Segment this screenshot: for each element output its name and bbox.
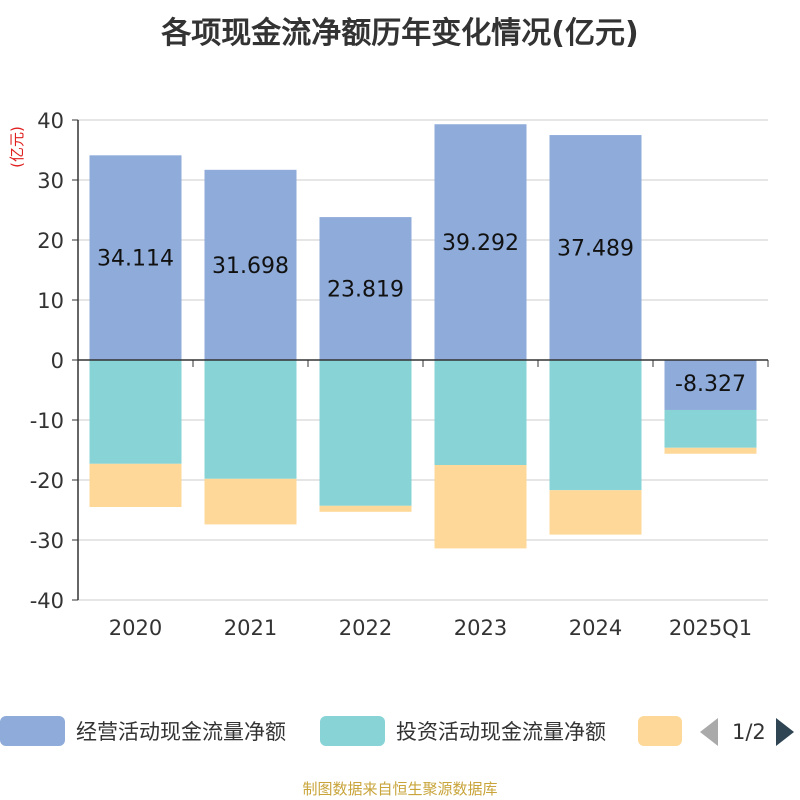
grid-layer: [78, 119, 768, 601]
legend-item-investing[interactable]: 投资活动现金流量净额: [320, 716, 606, 746]
legend-swatch-investing: [320, 716, 385, 746]
axis-layer: 40 30 20 10 0 -10 -20 -30 -40 2020 2021 2022 2023 202…: [30, 109, 769, 640]
legend: 经营活动现金流量净额 投资活动现金流量净额 1/2: [0, 716, 800, 756]
x-tick-label: 2021: [224, 616, 277, 640]
bar-financing-2022: [319, 505, 412, 512]
x-tick-label: 2022: [339, 616, 392, 640]
y-tick-label: -40: [30, 589, 64, 613]
bar-operating-2023: [434, 124, 527, 360]
data-label-2024: 37.489: [557, 237, 634, 262]
data-label-2022: 23.819: [327, 278, 404, 303]
bar-operating-2022: [319, 217, 412, 360]
y-tick-label: -30: [30, 529, 64, 553]
x-tick-label: 2020: [109, 616, 162, 640]
legend-label-operating: 经营活动现金流量净额: [76, 720, 286, 744]
y-axis-unit-label: (亿元): [8, 126, 26, 168]
bar-layer: [89, 124, 757, 549]
bar-operating-2024: [549, 135, 642, 360]
y-tick-label: 20: [37, 229, 64, 253]
y-tick-label: 10: [37, 289, 64, 313]
data-label-2023: 39.292: [442, 231, 519, 256]
y-tick-label: 30: [37, 169, 64, 193]
legend-swatch-operating: [0, 716, 65, 746]
x-tick-label: 2025Q1: [669, 616, 752, 640]
bar-financing-2025Q1: [664, 447, 757, 454]
data-label-2021: 31.698: [212, 254, 289, 279]
legend-next-page-icon[interactable]: [775, 718, 794, 746]
legend-prev-page-icon[interactable]: [700, 718, 718, 746]
bar-investing-2021: [204, 360, 297, 479]
y-tick-label: 0: [51, 349, 64, 373]
legend-label-investing: 投资活动现金流量净额: [396, 720, 606, 744]
source-footer: 制图数据来自恒生聚源数据库: [302, 780, 498, 798]
x-tick-label: 2024: [569, 616, 622, 640]
bar-investing-2020: [89, 360, 182, 464]
y-tick-label: -20: [30, 469, 64, 493]
chart-title: 各项现金流净额历年变化情况(亿元): [161, 16, 639, 51]
bar-operating-2020: [89, 155, 182, 360]
bar-investing-2025Q1: [664, 409, 757, 448]
label-layer: 34.114 31.698 23.819 39.292 37.489 -8.327: [97, 231, 746, 397]
bar-financing-2024: [549, 490, 642, 535]
bar-operating-2021: [204, 169, 297, 360]
bar-operating-2025Q1: [664, 360, 757, 410]
bar-financing-2021: [204, 478, 297, 525]
cashflow-chart: 40 30 20 10 0 -10 -20 -30 -40 2020 2021 2022 2023 202…: [8, 109, 769, 640]
legend-item-financing[interactable]: [638, 716, 693, 746]
data-label-2020: 34.114: [97, 247, 174, 272]
data-label-2025Q1: -8.327: [675, 372, 746, 397]
x-tick-label: 2023: [454, 616, 507, 640]
y-tick-label: -10: [30, 409, 64, 433]
legend-swatch-financing: [638, 716, 682, 746]
bar-investing-2022: [319, 360, 412, 506]
legend-page-indicator: 1/2: [732, 720, 766, 744]
bar-investing-2023: [434, 360, 527, 465]
legend-pager: 1/2: [700, 718, 794, 746]
bar-financing-2023: [434, 465, 527, 549]
bar-investing-2024: [549, 360, 642, 491]
legend-item-operating[interactable]: 经营活动现金流量净额: [0, 716, 286, 746]
y-tick-label: 40: [37, 109, 64, 133]
bar-financing-2020: [89, 463, 182, 507]
